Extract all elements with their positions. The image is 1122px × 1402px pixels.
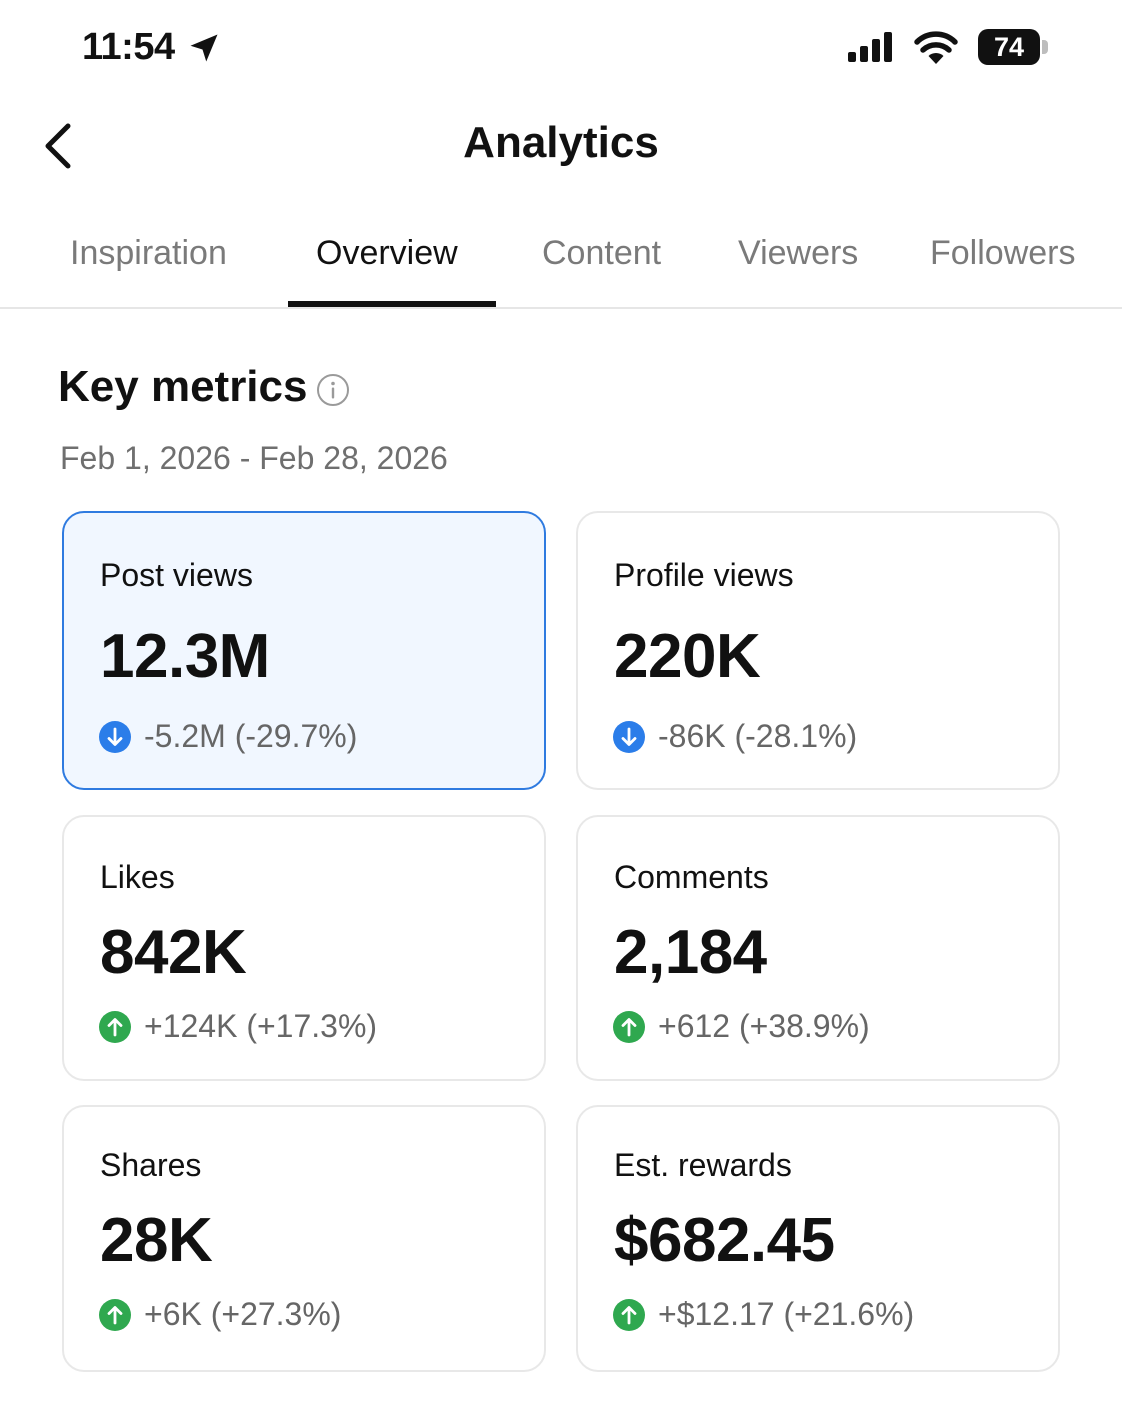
trend-up-icon: [99, 1011, 131, 1043]
metric-value: 28K: [100, 1206, 213, 1275]
status-time: 11:54: [82, 26, 175, 68]
tab-viewers[interactable]: Viewers: [738, 234, 859, 272]
metric-card-comments[interactable]: Comments 2,184 +612 (+38.9%): [576, 815, 1060, 1081]
active-tab-indicator: [288, 301, 496, 307]
metric-label: Likes: [100, 859, 175, 895]
back-chevron-icon[interactable]: [30, 118, 86, 174]
metric-label: Shares: [100, 1147, 202, 1183]
trend-down-icon: [613, 721, 645, 753]
metric-value: 220K: [614, 622, 761, 691]
tab-bar: Inspiration Overview Content Viewers Fol…: [0, 206, 1122, 309]
metric-label: Post views: [100, 557, 253, 593]
metric-label: Profile views: [614, 557, 794, 593]
tab-content[interactable]: Content: [542, 234, 662, 272]
metric-card-est-rewards[interactable]: Est. rewards $682.45 +$12.17 (+21.6%): [576, 1105, 1060, 1372]
metric-delta: -86K (-28.1%): [658, 718, 858, 754]
trend-up-icon: [613, 1011, 645, 1043]
metric-card-post-views[interactable]: Post views 12.3M -5.2M (-29.7%): [62, 511, 546, 790]
wifi-icon: [914, 31, 958, 64]
status-bar: 11:54 74: [0, 0, 1122, 96]
trend-up-icon: [613, 1299, 645, 1331]
navigation-bar: Analytics: [0, 96, 1122, 206]
date-range: Feb 1, 2026 - Feb 28, 2026: [60, 440, 448, 476]
metric-card-likes[interactable]: Likes 842K +124K (+17.3%): [62, 815, 546, 1081]
cellular-signal-icon: [848, 32, 892, 62]
info-icon[interactable]: [316, 373, 350, 407]
battery-indicator: 74: [978, 29, 1040, 65]
metric-delta: +124K (+17.3%): [144, 1008, 378, 1044]
metric-value: $682.45: [614, 1206, 835, 1275]
trend-up-icon: [99, 1299, 131, 1331]
metric-value: 12.3M: [100, 622, 270, 691]
location-arrow-icon: [190, 34, 218, 62]
section-title: Key metrics: [58, 362, 308, 411]
metric-label: Comments: [614, 859, 769, 895]
tab-inspiration[interactable]: Inspiration: [70, 234, 227, 272]
page-title: Analytics: [463, 118, 659, 167]
metric-label: Est. rewards: [614, 1147, 792, 1183]
metric-card-shares[interactable]: Shares 28K +6K (+27.3%): [62, 1105, 546, 1372]
metric-delta: -5.2M (-29.7%): [144, 718, 358, 754]
trend-down-icon: [99, 721, 131, 753]
metric-value: 842K: [100, 918, 247, 987]
metric-delta: +612 (+38.9%): [658, 1008, 870, 1044]
metric-value: 2,184: [614, 918, 767, 987]
battery-tip: [1042, 40, 1048, 54]
tab-followers[interactable]: Followers: [930, 234, 1076, 272]
metric-delta: +$12.17 (+21.6%): [658, 1296, 915, 1332]
tab-overview[interactable]: Overview: [316, 234, 458, 272]
metric-card-profile-views[interactable]: Profile views 220K -86K (-28.1%): [576, 511, 1060, 790]
metric-delta: +6K (+27.3%): [144, 1296, 342, 1332]
